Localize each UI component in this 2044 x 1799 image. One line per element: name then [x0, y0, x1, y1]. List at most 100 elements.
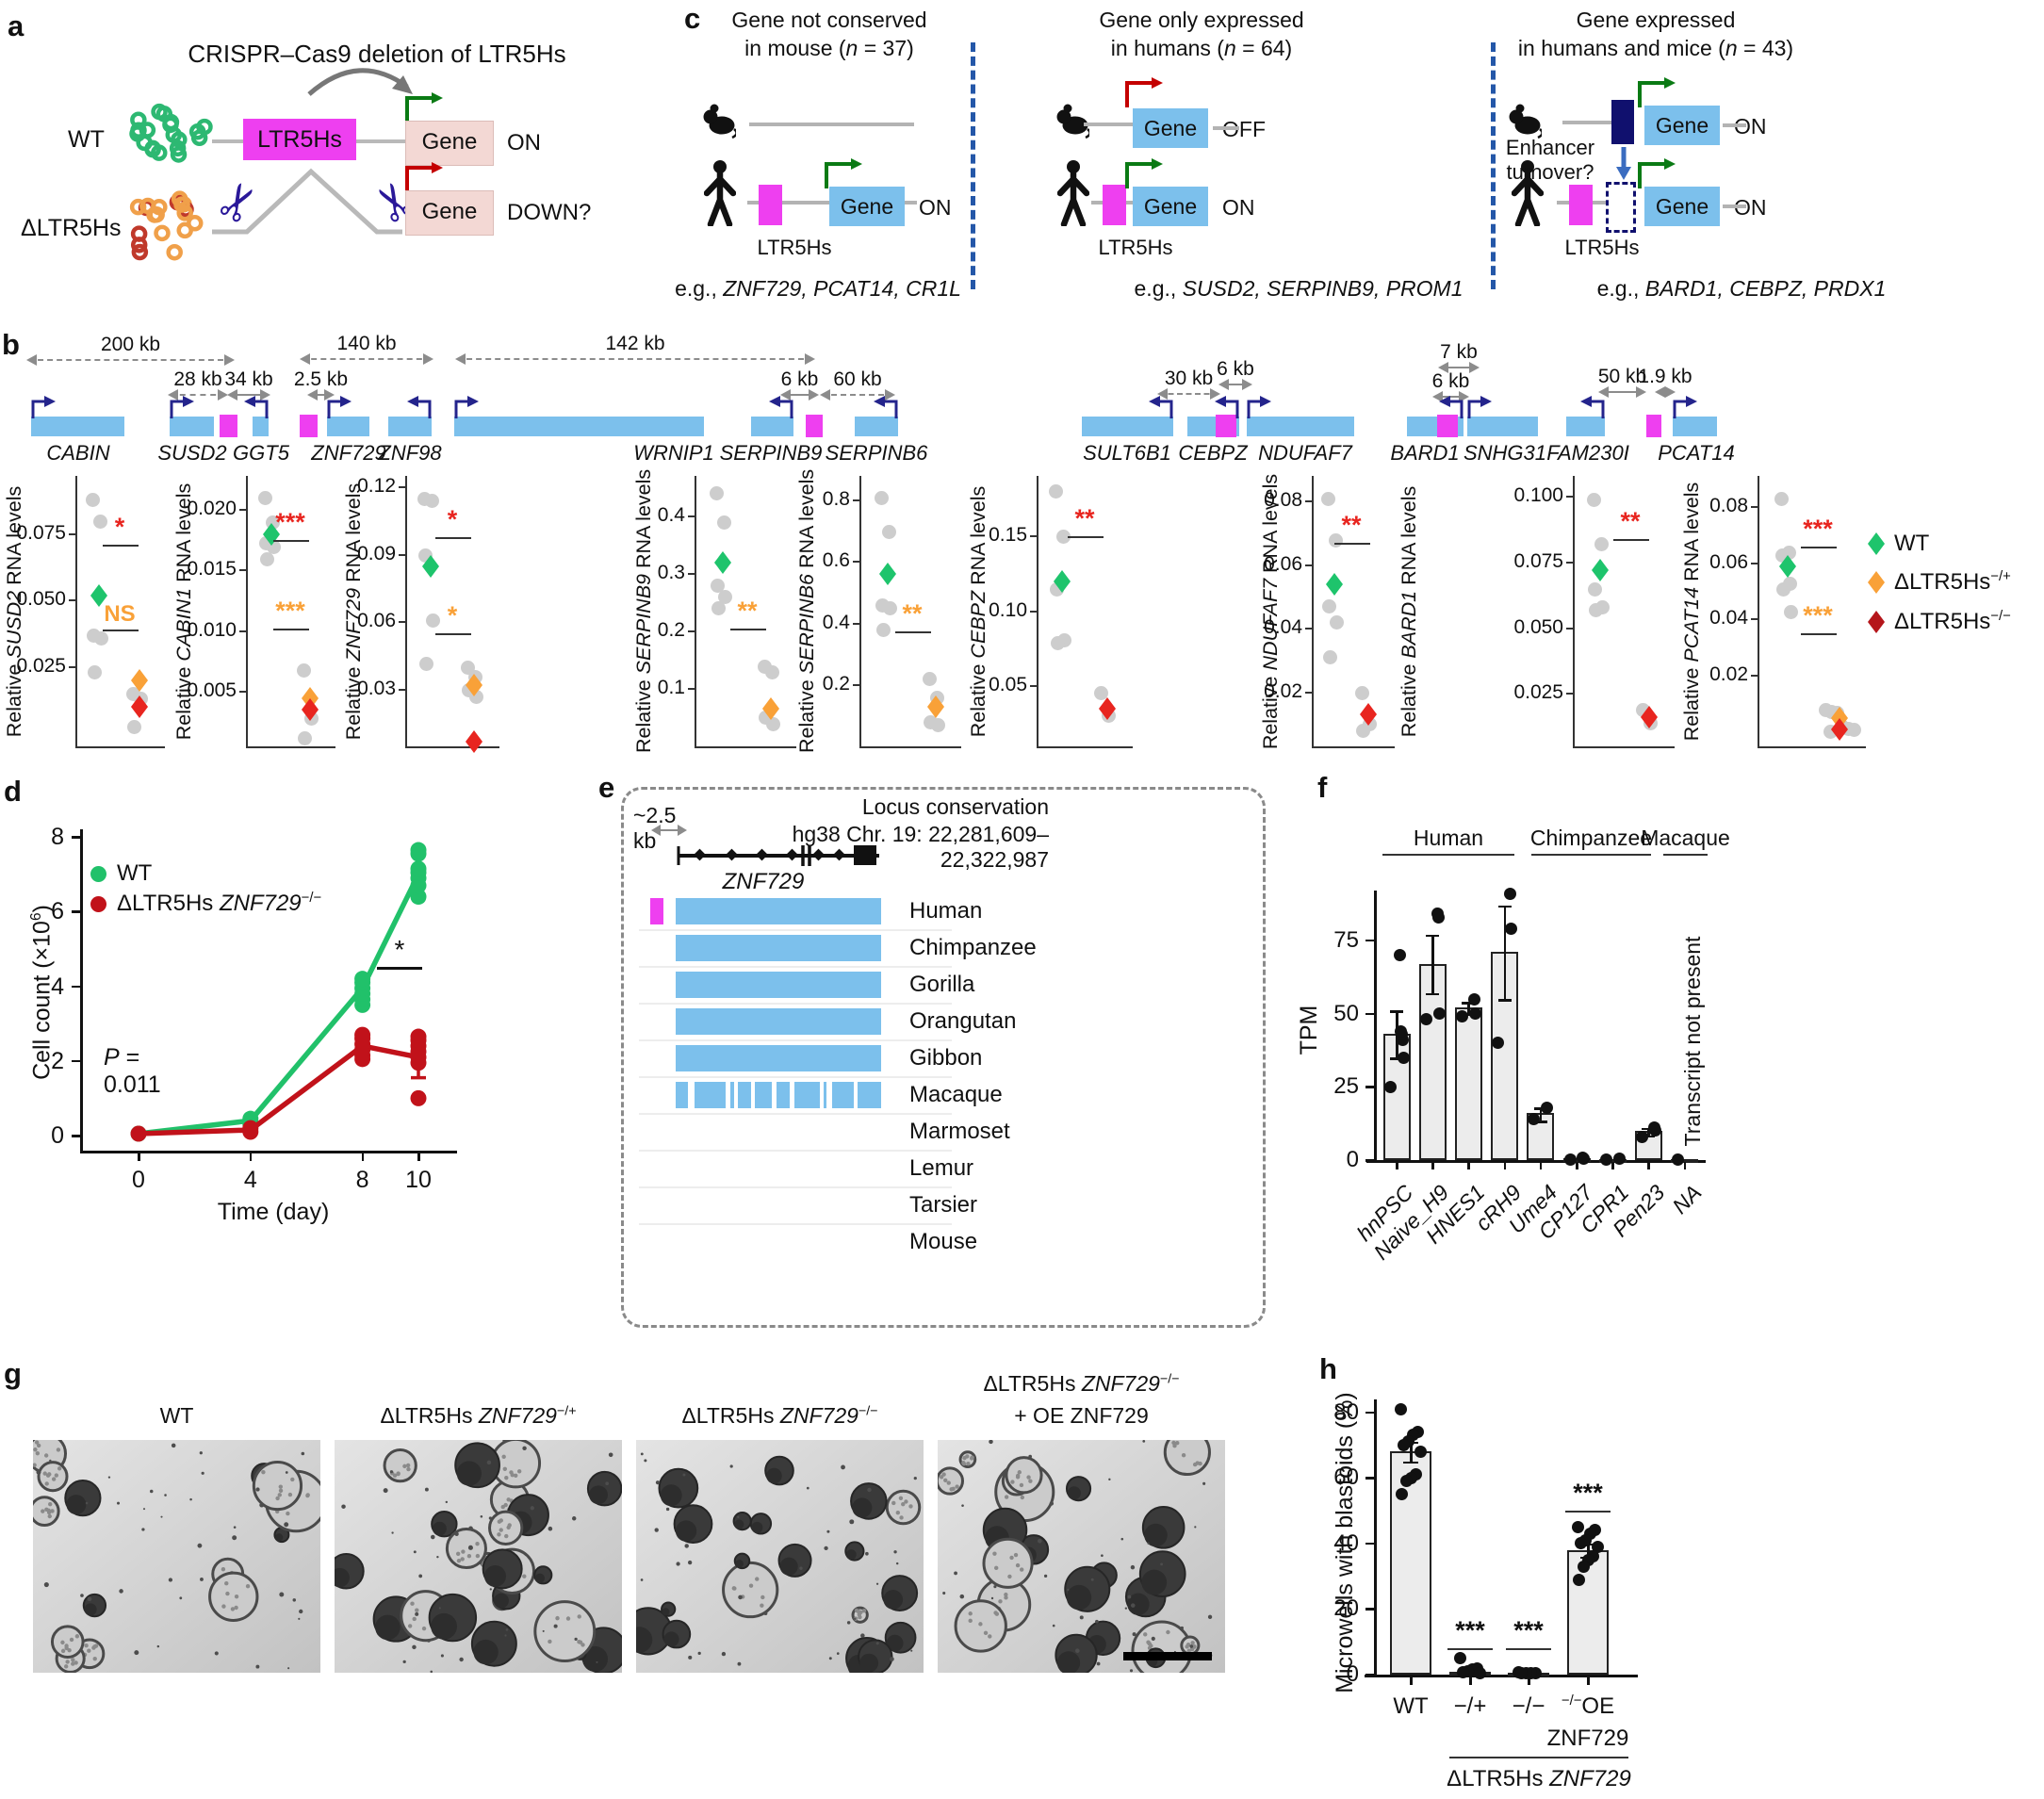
kb-arrow — [1438, 362, 1480, 373]
locus-coordinates: hg38 Chr. 19: 22,281,609–22,322,987 — [792, 822, 1049, 872]
conservation-title: Locus conservation — [861, 794, 1049, 819]
species-label: Marmoset — [909, 1119, 1010, 1144]
tick-mark — [1611, 1162, 1614, 1169]
kb-arrowhead-left — [651, 825, 661, 836]
species-label: Orangutan — [909, 1008, 1017, 1034]
tick-label: 80 — [1333, 1398, 1359, 1425]
replicate-dot — [1612, 1152, 1626, 1165]
section-title-line1: Gene not conserved — [731, 8, 927, 32]
wt-replicate-dot — [1588, 581, 1602, 597]
synteny-fragment — [831, 1082, 854, 1108]
gene-track-label: SULT6B1 — [1083, 441, 1171, 465]
tick-mark — [69, 665, 75, 668]
kb-label: 2.5 kb — [293, 368, 349, 390]
gene-track-box — [170, 417, 214, 436]
kb-arrowhead-left — [1438, 362, 1448, 373]
plot-y-axis-label: Relative SUSD2 RNA levels — [3, 485, 25, 737]
deletion-junction-line — [209, 158, 412, 243]
species-row-separator — [639, 1150, 952, 1152]
tick-mark — [1566, 561, 1573, 564]
enhancer-turnover-label-1: Enhancer — [1505, 136, 1595, 159]
image-label: ΔLTR5Hs ZNF729−/+ — [380, 1403, 577, 1428]
panel-letter-a: a — [8, 9, 25, 42]
error-cap — [1642, 1135, 1656, 1138]
kb-arrow — [307, 389, 335, 401]
synteny-bar — [676, 898, 881, 924]
kb-arrow — [1655, 386, 1676, 398]
kb-label: 6 kb — [1217, 358, 1254, 380]
error-bar — [1467, 1002, 1470, 1014]
error-cap — [1426, 934, 1440, 938]
tick-mark — [399, 621, 405, 624]
tick-label: 0.02 — [1709, 663, 1748, 686]
sig-stars: *** — [1455, 1616, 1485, 1645]
tss-arrow-icon — [1578, 394, 1607, 418]
sig-stars: NS — [104, 601, 136, 628]
y-spine — [1374, 1399, 1377, 1676]
gene-box: Gene — [1133, 108, 1208, 148]
tick-mark — [1467, 1162, 1470, 1169]
mut-row-label: ΔLTR5Hs — [21, 215, 122, 241]
error-bar — [1431, 934, 1434, 993]
species-row-separator — [639, 1003, 952, 1005]
tss-arrow-icon — [325, 394, 353, 418]
species-label: Macaque — [909, 1082, 1003, 1107]
gene-track-label: SNHG31 — [1463, 441, 1547, 465]
error-bar — [1503, 905, 1507, 1000]
species-row-separator — [639, 966, 952, 968]
panel-letter-b: b — [2, 328, 20, 361]
tick-label: 6 — [51, 898, 64, 925]
enhancer-turnover-label-2: turnover? — [1506, 160, 1594, 184]
legend-label: ΔLTR5Hs−/− — [1894, 609, 2011, 634]
plot-x-spine — [1037, 746, 1133, 748]
dna-line — [1126, 201, 1137, 204]
tick-label: 0.2 — [657, 618, 685, 641]
replicate-dot — [1576, 1152, 1589, 1164]
dna-line — [1213, 126, 1239, 130]
plot-x-spine — [75, 746, 165, 748]
panel-letter-c: c — [684, 2, 701, 35]
mutant-replicate-dot — [127, 719, 141, 734]
sig-line — [103, 630, 139, 632]
x-axis-label: Time (day) — [217, 1199, 330, 1225]
sig-stars: ** — [902, 598, 923, 628]
tss-arrow-icon — [1213, 394, 1241, 418]
expression-state-label: ON — [919, 195, 952, 220]
kb-arrow — [1218, 379, 1252, 390]
synteny-bar — [676, 1045, 881, 1071]
ko-mean-diamond — [1360, 703, 1377, 727]
kb-arrowhead-right — [809, 389, 819, 401]
species-label: Mouse — [909, 1229, 978, 1254]
gene-box: Gene — [1133, 187, 1208, 226]
image-label-line1: ΔLTR5Hs ZNF729−/− — [983, 1371, 1180, 1396]
gene-track-box — [1673, 417, 1717, 436]
replicate-dot — [1528, 1112, 1541, 1125]
tss-arrow-on-icon — [1123, 156, 1165, 188]
replicate-dot — [1414, 1445, 1427, 1458]
synteny-fragment — [729, 1082, 735, 1108]
species-row-separator — [639, 1223, 952, 1225]
plot-y-axis-label: Relative CEBPZ RNA levels — [967, 485, 989, 737]
wt-replicate-dot — [1056, 529, 1071, 544]
panel-letter-e: e — [598, 771, 615, 804]
tick-mark — [1528, 1677, 1530, 1685]
gene-box: Gene — [1644, 106, 1720, 145]
microscopy-image — [328, 1437, 628, 1675]
tss-arrow-icon — [29, 394, 57, 418]
error-cap — [1533, 1120, 1547, 1123]
replicate-dot — [1395, 1488, 1408, 1501]
tick-label: 0 — [1346, 1147, 1359, 1172]
kb-arrowhead-right — [1459, 391, 1469, 402]
sig-stars: * — [394, 935, 405, 964]
replicate-dot — [1394, 1024, 1407, 1038]
tick-mark — [1751, 675, 1758, 678]
replicate-dot — [1571, 1520, 1584, 1533]
wt-replicate-dot — [425, 494, 439, 509]
wt-replicate-dot — [883, 601, 897, 616]
kb-arrow — [26, 354, 235, 366]
tick-mark — [361, 1153, 365, 1161]
plot-y-spine — [695, 476, 696, 748]
legend-label-wt: WT — [117, 860, 153, 886]
wt-replicate-dot — [876, 623, 891, 638]
sig-line — [435, 536, 471, 539]
